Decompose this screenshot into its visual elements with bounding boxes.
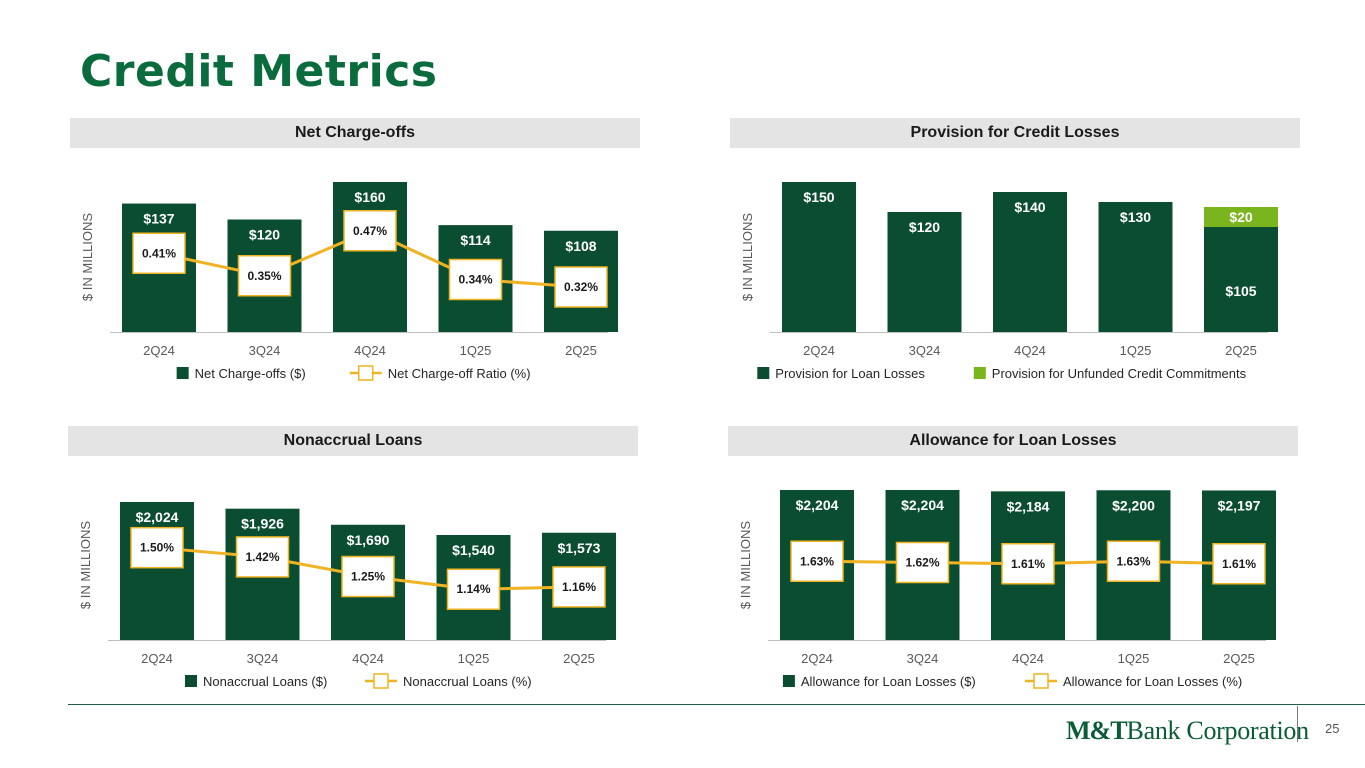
line-data-label: 1.14% xyxy=(456,582,490,596)
line-data-label: 1.62% xyxy=(905,556,939,570)
data-label: $150 xyxy=(803,189,834,205)
line-data-label: 0.34% xyxy=(458,273,492,287)
legend-swatch xyxy=(177,367,189,379)
data-label: $2,024 xyxy=(136,509,179,525)
legend-label: Nonaccrual Loans ($) xyxy=(203,674,327,689)
line-data-label: 0.41% xyxy=(142,246,176,260)
data-label: $137 xyxy=(143,211,174,227)
x-tick-label: 3Q24 xyxy=(247,651,279,666)
y-axis-label: $ IN MILLIONS xyxy=(78,521,93,609)
page-number: 25 xyxy=(1325,721,1339,736)
x-tick-label: 3Q24 xyxy=(907,651,939,666)
data-label: $2,204 xyxy=(901,497,944,513)
footer-separator xyxy=(1297,706,1298,742)
chart-allowance-loan-losses: $ IN MILLIONS $2,204 2Q24 $2,204 3Q24 $2,184 4… xyxy=(728,426,1298,726)
line-data-label: 0.35% xyxy=(247,269,281,283)
line-data-label: 1.61% xyxy=(1011,557,1045,571)
line-data-label: 1.25% xyxy=(351,570,385,584)
legend-label: Net Charge-off Ratio (%) xyxy=(388,366,531,381)
legend-marker-swatch xyxy=(359,366,373,380)
data-label: $120 xyxy=(909,219,940,235)
legend: Net Charge-offs ($) Net Charge-off Ratio … xyxy=(177,366,531,381)
legend-swatch xyxy=(185,675,197,687)
line-data-label: 1.63% xyxy=(800,554,834,568)
line-data-label: 1.42% xyxy=(245,550,279,564)
legend-label: Net Charge-offs ($) xyxy=(195,366,306,381)
legend-swatch xyxy=(757,367,769,379)
x-tick-label: 4Q24 xyxy=(1014,343,1046,358)
x-tick-label: 2Q25 xyxy=(1225,343,1257,358)
data-label: $140 xyxy=(1014,199,1045,215)
legend-marker-swatch xyxy=(374,674,388,688)
x-tick-label: 3Q24 xyxy=(909,343,941,358)
chart-nonaccrual-loans: $ IN MILLIONS $2,024 2Q24 $1,926 3Q24 $1,690 4… xyxy=(68,426,638,726)
legend: Allowance for Loan Losses ($) Allowance f… xyxy=(783,674,1242,689)
legend-swatch xyxy=(783,675,795,687)
x-tick-label: 1Q25 xyxy=(1120,343,1152,358)
line-data-label: 1.16% xyxy=(562,580,596,594)
data-label: $160 xyxy=(354,189,385,205)
y-axis-label: $ IN MILLIONS xyxy=(738,521,753,609)
legend-label: Provision for Loan Losses xyxy=(775,366,925,381)
brand-logo-bold: M&T xyxy=(1066,716,1127,745)
legend-label: Allowance for Loan Losses (%) xyxy=(1063,674,1242,689)
chart-provision-credit-losses: $ IN MILLIONS $150 2Q24 $120 3Q24 $140 4Q24 $13… xyxy=(730,118,1300,418)
x-tick-label: 2Q25 xyxy=(565,343,597,358)
data-label: $114 xyxy=(460,232,491,248)
x-tick-label: 1Q25 xyxy=(460,343,492,358)
data-label: $2,184 xyxy=(1007,498,1050,514)
data-label: $2,204 xyxy=(796,497,839,513)
x-tick-label: 2Q25 xyxy=(1223,651,1255,666)
brand-logo-rest: Bank Corporation xyxy=(1127,716,1309,745)
data-label: $130 xyxy=(1120,209,1151,225)
x-tick-label: 4Q24 xyxy=(1012,651,1044,666)
x-tick-label: 2Q24 xyxy=(803,343,835,358)
x-tick-label: 1Q25 xyxy=(1118,651,1150,666)
data-label: $120 xyxy=(249,227,280,243)
line-data-label: 1.61% xyxy=(1222,557,1256,571)
data-label: $1,540 xyxy=(452,542,495,558)
data-label: $2,200 xyxy=(1112,497,1155,513)
legend-label: Nonaccrual Loans (%) xyxy=(403,674,532,689)
line-data-label: 1.63% xyxy=(1116,554,1150,568)
data-label: $2,197 xyxy=(1218,497,1261,513)
y-axis-label: $ IN MILLIONS xyxy=(740,213,755,301)
data-label: $1,573 xyxy=(558,540,601,556)
bar xyxy=(1204,227,1278,332)
x-tick-label: 4Q24 xyxy=(354,343,386,358)
x-tick-label: 4Q24 xyxy=(352,651,384,666)
legend: Nonaccrual Loans ($) Nonaccrual Loans (%) xyxy=(185,674,532,689)
legend: Provision for Loan Losses Provision for U… xyxy=(757,366,1246,381)
data-label: $105 xyxy=(1225,283,1256,299)
y-axis-label: $ IN MILLIONS xyxy=(80,213,95,301)
x-tick-label: 2Q24 xyxy=(801,651,833,666)
x-tick-label: 1Q25 xyxy=(458,651,490,666)
legend-swatch xyxy=(974,367,986,379)
brand-logo: M&TBank Corporation xyxy=(1066,716,1309,746)
panel-nonaccrual-loans: Nonaccrual Loans $ IN MILLIONS $2,024 2Q24… xyxy=(68,426,638,726)
data-label: $20 xyxy=(1229,209,1253,225)
data-label: $1,690 xyxy=(347,532,390,548)
legend-label: Allowance for Loan Losses ($) xyxy=(801,674,976,689)
legend-marker-swatch xyxy=(1034,674,1048,688)
panel-provision-credit-losses: Provision for Credit Losses $ IN MILLION… xyxy=(730,118,1300,418)
chart-net-charge-offs: $ IN MILLIONS $137 2Q24 $120 3Q24 $160 4Q24 $11… xyxy=(70,118,640,418)
panel-net-charge-offs: Net Charge-offs $ IN MILLIONS $137 2Q24 $12… xyxy=(70,118,640,418)
legend-label: Provision for Unfunded Credit Commitment… xyxy=(992,366,1247,381)
line-data-label: 0.47% xyxy=(353,224,387,238)
x-tick-label: 2Q24 xyxy=(143,343,175,358)
data-label: $1,926 xyxy=(241,516,284,532)
data-label: $108 xyxy=(565,238,596,254)
x-tick-label: 2Q25 xyxy=(563,651,595,666)
line-data-label: 0.32% xyxy=(564,280,598,294)
footer-divider xyxy=(68,704,1365,705)
x-tick-label: 3Q24 xyxy=(249,343,281,358)
panel-allowance-loan-losses: Allowance for Loan Losses $ IN MILLIONS $… xyxy=(728,426,1298,726)
line-data-label: 1.50% xyxy=(140,541,174,555)
x-tick-label: 2Q24 xyxy=(141,651,173,666)
page-title: Credit Metrics xyxy=(80,46,437,97)
